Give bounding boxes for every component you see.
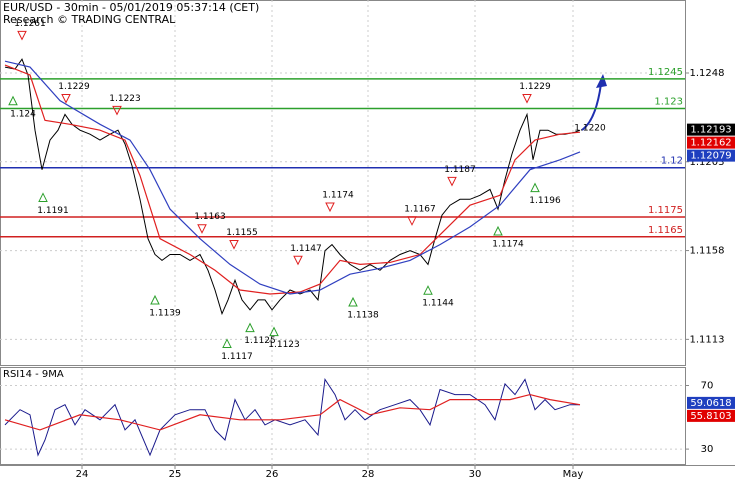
pivot-low-marker [8, 95, 18, 106]
level-label: 1.12 [661, 156, 683, 167]
level-label: 1.1245 [648, 67, 683, 78]
x-tick-label: 26 [266, 469, 279, 480]
pivot-high-marker [197, 224, 207, 234]
pivot-label: 1.1123 [268, 340, 300, 350]
pivot-low-marker [493, 225, 503, 236]
price-tag [687, 123, 735, 136]
pivot-high-marker [17, 30, 27, 41]
pivot-label: 1.1229 [58, 82, 90, 92]
chart-subtitle: Research © TRADING CENTRAL [3, 13, 176, 26]
pivot-low-marker [150, 294, 160, 305]
target-label: 1.1220 [574, 124, 606, 134]
pivot-high-marker [112, 105, 122, 116]
price-tag-label: 1.12193 [690, 125, 731, 136]
level-label: 1.1175 [648, 205, 683, 216]
y-tick-label: 1.1203 [690, 157, 725, 168]
pivot-label: 1.1196 [529, 196, 561, 206]
series-line [4, 58, 581, 316]
pivot-label: 1.1229 [519, 82, 551, 92]
pivot-label: 1.1261 [14, 19, 46, 29]
level-label: 1.1165 [648, 225, 683, 236]
pivot-label: 1.1155 [226, 228, 258, 238]
pivot-high-marker [229, 239, 239, 250]
pivot-low-marker [245, 322, 255, 333]
pivot-label: 1.1174 [492, 240, 524, 250]
pivot-low-marker [348, 296, 358, 307]
pivot-label: 1.1117 [221, 352, 253, 362]
price-tag [687, 409, 735, 422]
pivot-high-marker [522, 93, 532, 104]
chart-title: EUR/USD - 30min - 05/01/2019 05:37:14 (C… [3, 1, 259, 14]
pivot-label: 1.1191 [37, 206, 69, 216]
rsi-title: RSI14 - 9MA [3, 369, 64, 380]
price-panel [0, 0, 686, 366]
x-tick-label: 28 [362, 469, 375, 480]
pivot-label: 1.1125 [244, 336, 276, 346]
x-tick-label: 30 [469, 469, 482, 480]
price-tag-label: 1.12162 [690, 138, 731, 149]
x-tick-label: 25 [169, 469, 182, 480]
pivot-high-marker [61, 93, 71, 104]
pivot-label: 1.1163 [194, 212, 226, 222]
pivot-low-marker [530, 182, 540, 193]
pivot-low-marker [222, 338, 232, 348]
pivot-label: 1.1147 [290, 244, 322, 254]
arrow-line [581, 83, 602, 131]
pivot-label: 1.1167 [404, 204, 436, 214]
price-tag-label: 59.0618 [690, 398, 731, 409]
pivot-label: 1.1187 [444, 165, 476, 175]
y-tick-label: 70 [701, 380, 714, 391]
series-line [4, 393, 581, 431]
price-tag [687, 396, 735, 409]
pivot-label: 1.1144 [422, 299, 454, 309]
pivot-high-marker [293, 255, 303, 266]
arrow-head [596, 74, 607, 88]
y-tick-label: 1.1113 [690, 334, 725, 345]
series-line [4, 377, 580, 457]
series-line [4, 64, 581, 295]
series-line [4, 60, 581, 295]
rsi-panel [0, 367, 686, 465]
pivot-high-marker [407, 216, 417, 226]
pivot-high-marker [447, 176, 457, 187]
price-tag [687, 149, 735, 162]
price-tag [687, 136, 735, 149]
pivot-low-marker [423, 285, 433, 295]
y-tick-label: 1.1158 [690, 246, 725, 257]
pivot-label: 1.1139 [149, 309, 181, 319]
y-tick-label: 1.1248 [690, 68, 725, 79]
y-tick-label: 30 [701, 444, 714, 455]
price-tag-label: 1.12079 [690, 151, 731, 162]
forecast-arrow [581, 74, 607, 131]
pivot-label: 1.124 [10, 109, 36, 119]
x-tick-label: May [563, 469, 584, 480]
pivot-high-marker [325, 202, 335, 213]
x-tick-label: 24 [76, 469, 89, 480]
pivot-low-marker [269, 326, 279, 337]
pivot-low-marker [38, 192, 48, 202]
pivot-label: 1.1223 [109, 94, 141, 104]
price-tag-label: 55.8103 [690, 411, 731, 422]
level-label: 1.123 [654, 97, 683, 108]
pivot-label: 1.1138 [347, 311, 379, 321]
pivot-label: 1.1174 [322, 191, 354, 201]
